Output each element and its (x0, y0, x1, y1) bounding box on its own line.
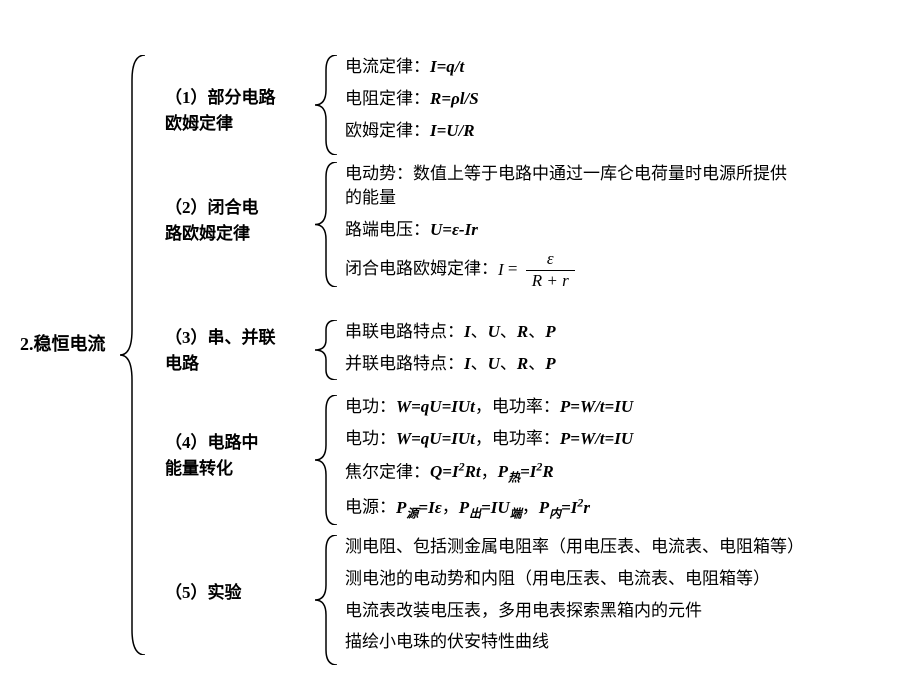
sub-brace-3 (315, 320, 340, 380)
item-2-2: 路端电压：U=ε-Ir (345, 218, 787, 242)
item-1-2: 电阻定律：R=ρl/S (345, 87, 479, 111)
item-5-4: 描绘小电珠的伏安特性曲线 (345, 630, 804, 654)
item-3-2: 并联电路特点：I、U、R、P (345, 352, 556, 376)
item-4-2: 电功：W=qU=IUt，电功率：P=W/t=IU (345, 427, 633, 451)
item-1-3: 欧姆定律：I=U/R (345, 119, 479, 143)
items-group-2: 电动势：数值上等于电路中通过一库仑电荷量时电源所提供的能量路端电压：U=ε-Ir… (345, 162, 787, 299)
sub-brace-1 (315, 55, 340, 155)
root-label: 2.稳恒电流 (20, 330, 106, 356)
section-4: （4）电路中能量转化 (165, 430, 315, 481)
item-4-4: 电源：P源=Iε，P出=IU端，P内=I2r (345, 494, 633, 522)
section-label-4: （4）电路中能量转化 (165, 430, 315, 481)
section-5: （5）实验 (165, 580, 315, 606)
item-5-3: 电流表改装电压表，多用电表探索黑箱内的元件 (345, 599, 804, 623)
section-label-2: （2）闭合电路欧姆定律 (165, 195, 315, 246)
item-2-3: 闭合电路欧姆定律：I = εR + r (345, 249, 787, 291)
sub-brace-4 (315, 395, 340, 525)
section-2: （2）闭合电路欧姆定律 (165, 195, 315, 246)
items-group-3: 串联电路特点：I、U、R、P 并联电路特点：I、U、R、P (345, 320, 556, 384)
items-group-5: 测电阻、包括测金属电阻率（用电压表、电流表、电阻箱等） 测电池的电动势和内阻（用电… (345, 535, 804, 662)
sub-brace-5 (315, 535, 340, 665)
item-3-1: 串联电路特点：I、U、R、P (345, 320, 556, 344)
item-5-1: 测电阻、包括测金属电阻率（用电压表、电流表、电阻箱等） (345, 535, 804, 559)
items-group-1: 电流定律：I=q/t 电阻定律：R=ρl/S 欧姆定律：I=U/R (345, 55, 479, 150)
item-4-1: 电功：W=qU=IUt，电功率：P=W/t=IU (345, 395, 633, 419)
main-brace (120, 55, 150, 655)
section-label-1: （1）部分电路欧姆定律 (165, 85, 315, 136)
item-2-1: 电动势：数值上等于电路中通过一库仑电荷量时电源所提供的能量 (345, 162, 787, 210)
sub-brace-2 (315, 162, 340, 287)
items-group-4: 电功：W=qU=IUt，电功率：P=W/t=IU 电功：W=qU=IUt，电功率：… (345, 395, 633, 530)
section-label-5: （5）实验 (165, 580, 315, 606)
item-5-2: 测电池的电动势和内阻（用电压表、电流表、电阻箱等） (345, 567, 804, 591)
section-3: （3）串、并联电路 (165, 325, 315, 376)
item-4-3: 焦尔定律：Q=I2Rt，P热=I2R (345, 459, 633, 487)
section-label-3: （3）串、并联电路 (165, 325, 315, 376)
item-1-1: 电流定律：I=q/t (345, 55, 479, 79)
section-1: （1）部分电路欧姆定律 (165, 85, 315, 136)
